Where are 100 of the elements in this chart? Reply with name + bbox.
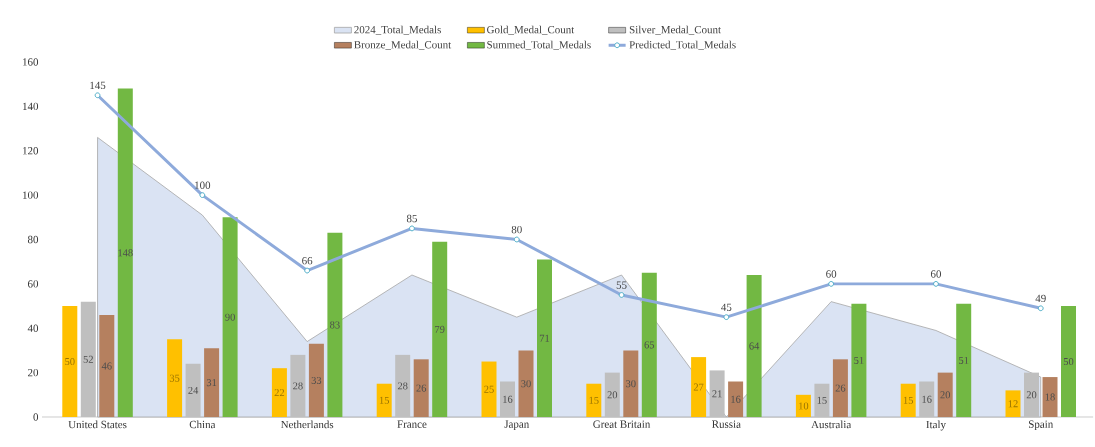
bar [641,272,657,417]
x-tick-label: China [189,420,216,429]
y-tick-label: 20 [28,368,39,377]
data-label: 60 [826,270,837,278]
data-label: 26 [835,384,846,392]
data-label: 20 [940,391,951,399]
data-label: 45 [721,303,732,311]
bar [746,275,762,417]
x-tick-label: Russia [712,420,741,428]
data-label: 148 [118,249,133,257]
data-label: 28 [397,382,408,390]
bar [691,357,707,417]
bar [308,343,324,417]
data-label: 16 [503,395,513,403]
bar [222,217,238,417]
data-label: 145 [90,81,106,90]
data-label: 20 [607,391,618,399]
data-label: 28 [293,382,303,390]
data-label: 65 [644,341,655,349]
data-label: 50 [1063,358,1074,366]
data-label: 83 [330,321,340,329]
data-label: 71 [539,334,550,342]
bar [814,383,830,417]
x-tick-label: France [397,420,427,428]
data-label: 55 [616,281,627,289]
bar [271,368,287,417]
data-label: 22 [274,389,285,397]
x-tick-label: Japan [504,420,530,431]
data-label: 31 [206,379,217,387]
x-tick-label: Australia [811,420,852,429]
x-tick-label: Great Britain [593,420,651,428]
data-label: 90 [225,313,235,321]
bar [919,381,935,417]
y-tick-label: 100 [23,191,39,199]
bar [1042,377,1058,417]
bar [956,303,972,417]
data-label: 66 [302,257,313,265]
data-label: 27 [693,383,704,391]
bar [1005,390,1021,417]
x-tick-label: Spain [1029,420,1054,431]
bar [1024,372,1039,417]
data-label: 26 [416,384,427,392]
bar [204,348,220,417]
data-label: 15 [903,396,914,404]
bar [167,339,183,417]
y-tick-label: 80 [27,235,39,244]
bar [432,241,448,417]
bar [709,370,725,417]
data-label: 33 [311,376,322,384]
x-tick-label: Netherlands [280,420,334,429]
y-tick-label: 40 [27,324,39,332]
data-label: 10 [799,402,809,410]
data-label: 24 [188,386,199,394]
data-label: 46 [101,362,112,370]
legend-label: Summed_Total_Medals [487,40,591,50]
bar [937,372,953,417]
y-tick-label: 120 [23,147,39,155]
bar [99,314,115,417]
x-tick-label: United States [68,420,127,429]
data-label: 79 [435,325,445,333]
data-label: 51 [854,356,864,364]
data-label: 60 [930,270,942,278]
data-label: 15 [817,396,827,404]
bar [327,232,343,417]
bar [604,372,620,417]
legend-label: Gold_Medal_Count [487,25,575,35]
bar [728,381,744,417]
bar [537,259,552,417]
bar [900,383,916,417]
x-tick-label: Italy [926,420,946,431]
data-label: 15 [589,396,599,404]
legend-label: Predicted_Total_Medals [629,40,736,50]
bar [290,354,306,417]
data-label: 30 [521,380,531,388]
data-label: 20 [1026,391,1037,399]
y-tick-label: 160 [23,58,39,66]
data-label: 16 [922,395,932,403]
bar [795,394,811,417]
data-label: 51 [959,356,969,364]
data-label: 64 [749,342,760,350]
bar [376,383,392,417]
legend-label: Bronze_Medal_Count [354,40,452,50]
data-label: 50 [65,358,75,366]
data-label: 30 [626,380,636,388]
data-label: 80 [511,225,522,234]
bar [481,361,497,417]
data-label: 100 [195,181,211,189]
bar [62,306,78,417]
bar [395,354,411,417]
data-label: 25 [484,385,494,393]
data-label: 35 [169,374,180,382]
data-label: 16 [731,395,741,403]
data-label: 49 [1035,294,1046,303]
bar [413,359,429,417]
data-label: 21 [712,390,722,398]
y-tick-label: 0 [33,413,39,421]
data-label: 15 [379,396,390,404]
legend-label: 2024_Total_Medals [354,25,441,35]
y-tick-label: 140 [23,102,39,111]
bar [500,381,515,417]
